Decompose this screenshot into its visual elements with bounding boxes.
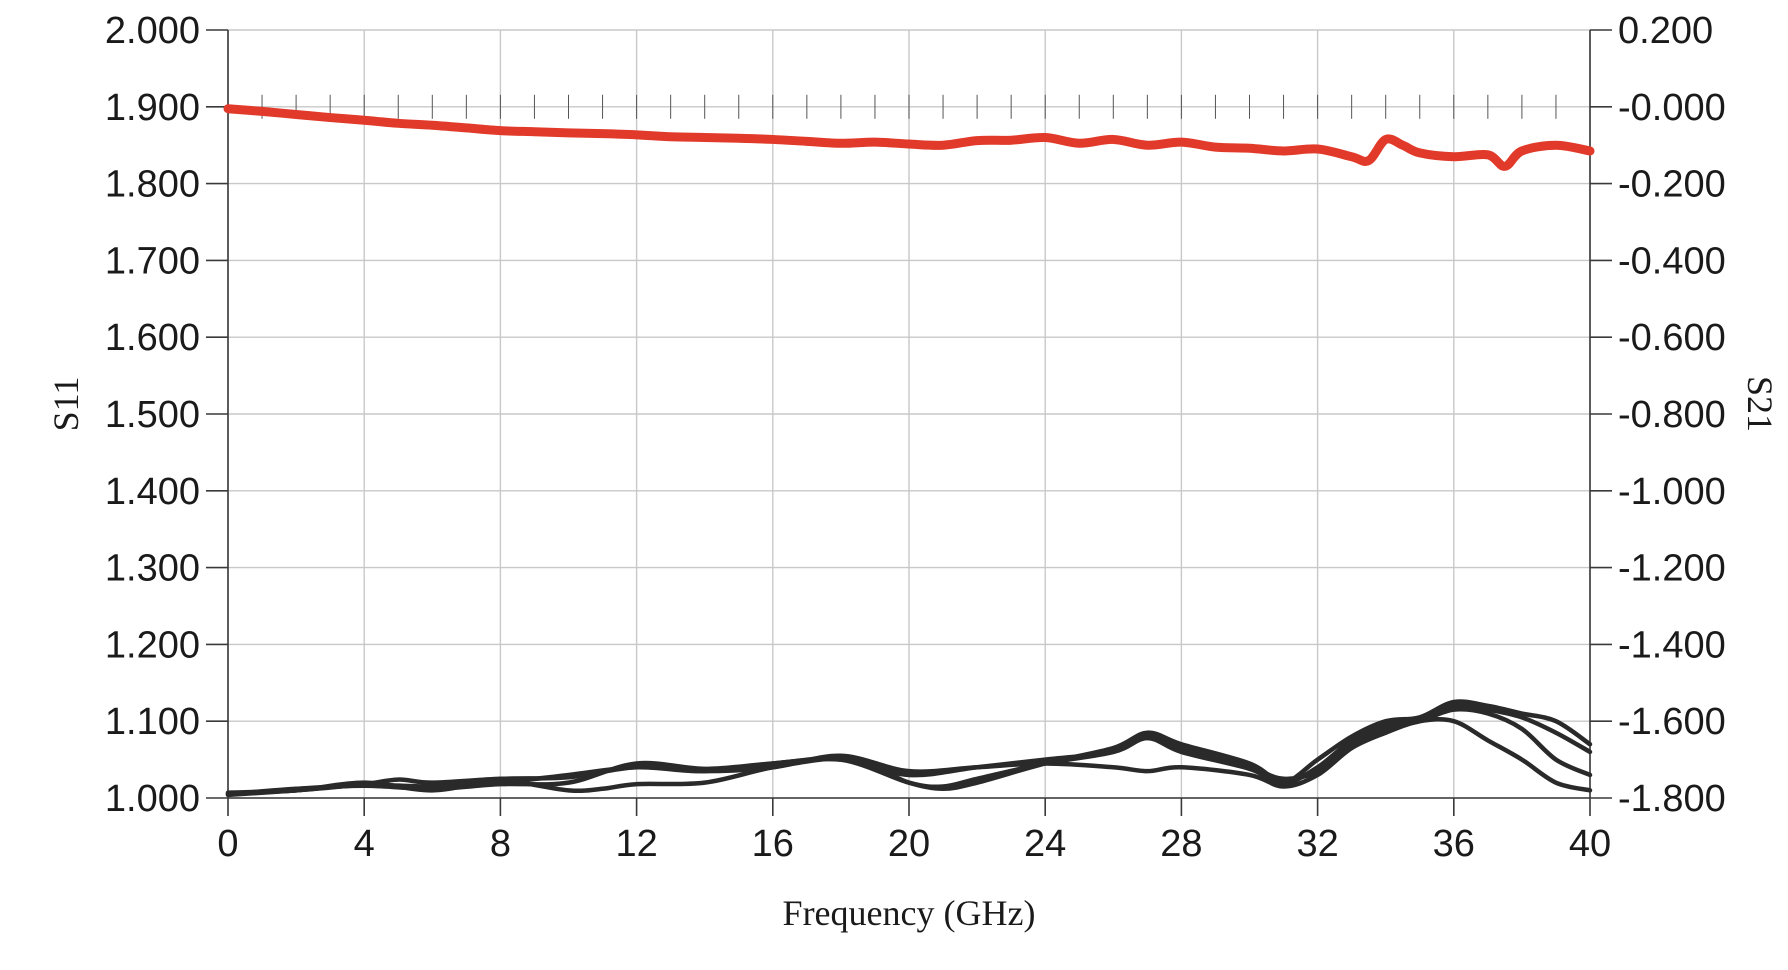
x-tick-label: 8 (490, 823, 511, 865)
y2-tick-label: -0.400 (1618, 240, 1726, 282)
y-tick-label: 1.800 (105, 164, 200, 206)
y2-tick-label: -0.200 (1618, 164, 1726, 206)
y2-tick-label: -0.800 (1618, 394, 1726, 436)
y2-tick-label: -1.600 (1618, 701, 1726, 743)
x-tick-label: 36 (1433, 823, 1475, 865)
y-tick-label: 1.100 (105, 701, 200, 743)
y2-tick-label: -0.000 (1618, 87, 1726, 129)
y-tick-label: 1.700 (105, 240, 200, 282)
y-tick-label: 2.000 (105, 10, 200, 52)
tick-labels: 1.000 1.100 1.200 1.300 1.400 1.500 1.600 1.700… (105, 10, 1726, 865)
x-axis-title: Frequency (GHz) (783, 893, 1036, 933)
x-tick-label: 40 (1569, 823, 1611, 865)
y-tick-label: 1.500 (105, 394, 200, 436)
x-tick-label: 12 (615, 823, 657, 865)
series-layer (223, 104, 1595, 798)
y-tick-label: 1.400 (105, 471, 200, 513)
x-tick-label: 0 (217, 823, 238, 865)
y-tick-label: 1.000 (105, 778, 200, 820)
y-tick-label: 1.300 (105, 548, 200, 590)
x-tick-label: 16 (752, 823, 794, 865)
y2-tick-label: -1.200 (1618, 548, 1726, 590)
y2-tick-label: -1.000 (1618, 471, 1726, 513)
s11-series-line-4 (225, 699, 1593, 798)
y-tick-label: 1.600 (105, 317, 200, 359)
y2-tick-label: -1.400 (1618, 624, 1726, 666)
x-tick-label: 4 (354, 823, 375, 865)
y-axis-title-right: S21 (1740, 376, 1780, 432)
y-tick-label: 1.200 (105, 624, 200, 666)
y2-tick-label: -1.800 (1618, 778, 1726, 820)
x-tick-label: 20 (888, 823, 930, 865)
y2-tick-label: -0.600 (1618, 317, 1726, 359)
x-tick-label: 32 (1296, 823, 1338, 865)
y-tick-label: 1.900 (105, 87, 200, 129)
y-axis-title-left: S11 (46, 377, 86, 432)
x-tick-label: 24 (1024, 823, 1066, 865)
s21-series-line (223, 104, 1595, 171)
x-tick-label: 28 (1160, 823, 1202, 865)
y2-tick-label: 0.200 (1618, 10, 1713, 52)
axes (206, 29, 1612, 816)
